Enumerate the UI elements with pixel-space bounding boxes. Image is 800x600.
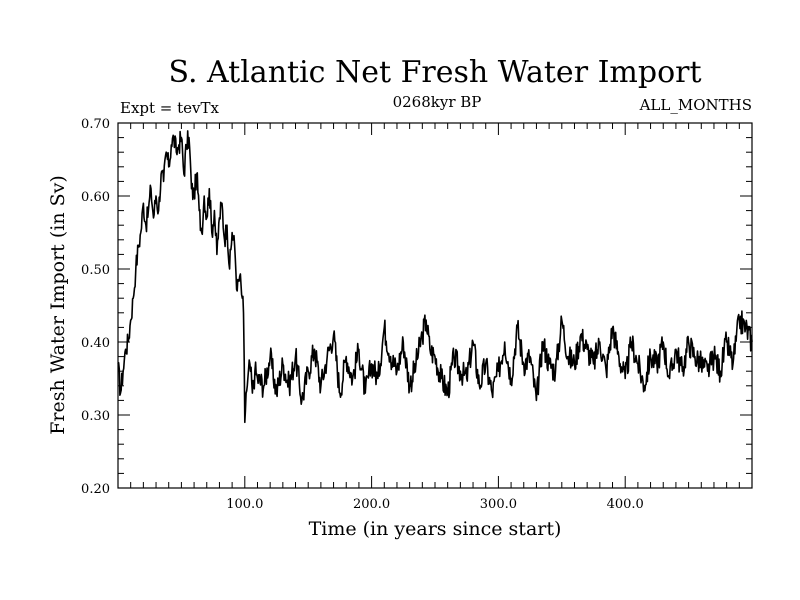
y-tick-label: 0.70: [81, 117, 110, 132]
y-tick-label: 0.20: [81, 482, 110, 497]
chart-title: S. Atlantic Net Fresh Water Import: [168, 55, 701, 90]
period-label: 0268kyr BP: [393, 93, 482, 111]
y-tick-label: 0.60: [81, 190, 110, 205]
x-axis-label: Time (in years since start): [309, 518, 562, 540]
axis-ticks: [118, 123, 752, 488]
y-tick-label: 0.40: [81, 336, 110, 351]
x-tick-label: 400.0: [607, 497, 644, 512]
x-tick-label: 300.0: [480, 497, 517, 512]
months-label: ALL_MONTHS: [639, 96, 752, 114]
y-tick-label: 0.50: [81, 263, 110, 278]
series-line: [117, 130, 753, 424]
plot-frame: [117, 122, 753, 489]
axis-tick-labels: 100.0 200.0 300.0 400.0 0.20 0.30 0.40 0.50 0.60…: [81, 117, 644, 512]
y-axis-label: Fresh Water Import (in Sv): [47, 175, 69, 435]
experiment-label: Expt = tevTx: [120, 99, 220, 117]
y-tick-label: 0.30: [81, 409, 110, 424]
x-tick-label: 200.0: [353, 497, 390, 512]
x-tick-label: 100.0: [226, 497, 263, 512]
